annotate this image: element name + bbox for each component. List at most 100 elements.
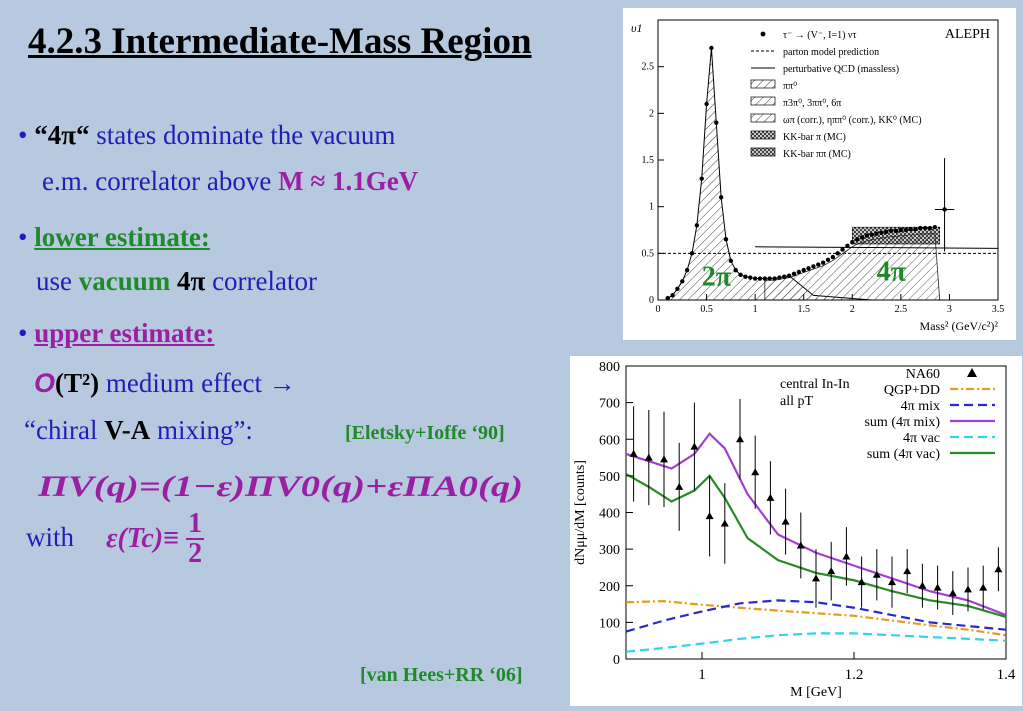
na60-x-tick-label: 1 — [698, 667, 706, 683]
lower-estimate-heading: lower estimate: — [34, 222, 210, 252]
aleph-y-tick-label: 0.5 — [642, 248, 655, 259]
four-pi-label: 4π — [177, 266, 206, 296]
na60-data-point — [994, 565, 1003, 573]
aleph-data-point — [767, 276, 772, 281]
na60-y-tick-label: 100 — [599, 616, 620, 631]
aleph-data-point — [738, 272, 743, 277]
aleph-legend-entry: ππ⁰ — [783, 81, 797, 92]
states-dominate-text: states dominate the vacuum — [89, 120, 396, 150]
na60-legend-entry: sum (4π mix) — [864, 415, 940, 430]
na60-chart-panel: 0 100 200 300 400 500 600 700 800 1 1.2 1.4 M [GeV] d… — [570, 356, 1022, 706]
kk-band-area — [851, 226, 941, 245]
na60-title: central In-In — [780, 377, 850, 392]
legend-hatch-marker — [750, 96, 776, 106]
aleph-x-tick-label: 1.5 — [797, 304, 810, 315]
na60-y-tick-label: 200 — [599, 580, 620, 595]
mixing-formula: ΠV(q)=(1−ε)ΠV0(q)+εΠA0(q) — [37, 462, 528, 517]
lower-estimate-text: use vacuum 4π correlator — [36, 266, 317, 297]
fraction-denominator: 2 — [188, 538, 203, 569]
na60-data-point — [964, 585, 972, 593]
aleph-data-point — [757, 276, 763, 281]
aleph-data-point — [835, 251, 840, 256]
upper-estimate-heading: upper estimate: — [34, 318, 215, 348]
aleph-data-point — [869, 232, 874, 237]
na60-data-point — [842, 552, 851, 560]
aleph-data-point — [898, 227, 904, 233]
aleph-data-point — [874, 231, 879, 236]
aleph-data-point — [777, 275, 782, 280]
na60-data-point — [918, 581, 927, 589]
aleph-data-point — [918, 225, 923, 231]
na60-y-tick-label: 300 — [599, 543, 620, 558]
na60-data-point — [675, 482, 684, 490]
na60-data-point — [781, 517, 790, 525]
aleph-data-point — [782, 274, 787, 279]
epsilon-tc: ε(Tc)≡ — [106, 523, 180, 554]
chiral-mixing-line: “chiral V-A mixing”: — [24, 415, 253, 446]
aleph-data-point — [723, 237, 729, 242]
mixing-text: mixing”: — [150, 415, 253, 445]
na60-data-point — [872, 570, 881, 578]
aleph-data-point — [762, 276, 768, 281]
na60-data-point — [796, 541, 805, 549]
legend-hatch-marker — [750, 113, 776, 123]
na60-series-line — [625, 632, 1007, 653]
v-a-label: V-A — [104, 415, 151, 445]
na60-data-point — [736, 435, 744, 443]
aleph-data-point — [733, 267, 738, 273]
na60-data-point — [705, 512, 714, 520]
na60-data-point — [720, 519, 729, 527]
aleph-data-point — [888, 228, 894, 234]
aleph-legend-entry: parton model prediction — [783, 47, 879, 58]
bullet-marker: • — [18, 318, 28, 348]
mass-threshold: M ≈ 1.1GeV — [278, 166, 419, 196]
aleph-data-point — [922, 225, 928, 231]
correlator-above-text: e.m. correlator above — [42, 166, 279, 196]
aleph-data-point — [850, 239, 855, 245]
na60-subtitle: all pT — [780, 394, 813, 409]
legend-hatch-marker — [750, 147, 776, 157]
legend-point-marker — [760, 31, 766, 37]
formula-text: ΠV(q)=(1−ε)ΠV0(q)+εΠA0(q) — [38, 470, 523, 503]
van-hees-citation: [van Hees+RR ‘06] — [360, 664, 523, 686]
aleph-y-tick-label: 0 — [649, 295, 654, 306]
aleph-x-tick-label: 2 — [850, 304, 855, 315]
aleph-data-point — [859, 235, 865, 240]
epsilon-definition: ε(Tc)≡ 1 2 — [106, 510, 205, 569]
aleph-x-tick-label: 3 — [947, 304, 952, 315]
aleph-y-tick-label: 1 — [649, 202, 654, 213]
aleph-data-point — [718, 195, 724, 200]
aleph-legend-entry: π3π⁰, 3ππ⁰, 6π — [783, 98, 841, 109]
aleph-data-point — [884, 229, 889, 235]
na60-y-tick-label: 500 — [599, 470, 620, 485]
aleph-legend-entry: perturbative QCD (massless) — [783, 64, 899, 75]
chiral-text: “chiral — [24, 415, 105, 445]
aleph-data-point — [752, 276, 758, 281]
bullet-upper-estimate: • upper estimate: — [18, 318, 214, 349]
with-epsilon-line: with — [26, 522, 74, 553]
aleph-name-label: ALEPH — [945, 27, 990, 42]
use-text: use — [36, 266, 79, 296]
aleph-x-tick-label: 0.5 — [700, 304, 713, 315]
aleph-data-point — [932, 225, 938, 230]
na60-y-tick-label: 700 — [599, 397, 620, 412]
aleph-x-tick-label: 3.5 — [992, 304, 1005, 315]
na60-data-point — [690, 442, 699, 450]
aleph-data-point — [728, 258, 734, 263]
aleph-chart: 0 0.5 1 1.5 2 2.5 3 3.5 0 0.5 1 1.5 2 2.5 υ1 Mass² (GeV… — [631, 19, 1005, 333]
na60-y-tick-label: 0 — [613, 653, 620, 668]
aleph-x-tick-label: 0 — [656, 304, 661, 315]
aleph-data-point — [791, 271, 797, 277]
na60-data-point — [751, 468, 760, 476]
aleph-chart-panel: 0 0.5 1 1.5 2 2.5 3 3.5 0 0.5 1 1.5 2 2.5 υ1 Mass² (GeV… — [623, 8, 1016, 340]
na60-data-point — [660, 455, 668, 463]
aleph-legend-entry: ωπ (corr.), ηππ⁰ (corr.), KK⁰ (MC) — [783, 115, 922, 126]
na60-legend-data-label: NA60 — [906, 367, 940, 382]
aleph-data-point — [806, 266, 811, 271]
na60-series-line — [625, 473, 1007, 618]
na60-data-point — [979, 583, 988, 591]
aleph-data-point — [665, 295, 670, 301]
na60-legend-entry: 4π vac — [903, 431, 940, 446]
na60-legend-entry: QGP+DD — [884, 383, 940, 398]
aleph-data-point — [684, 267, 690, 273]
